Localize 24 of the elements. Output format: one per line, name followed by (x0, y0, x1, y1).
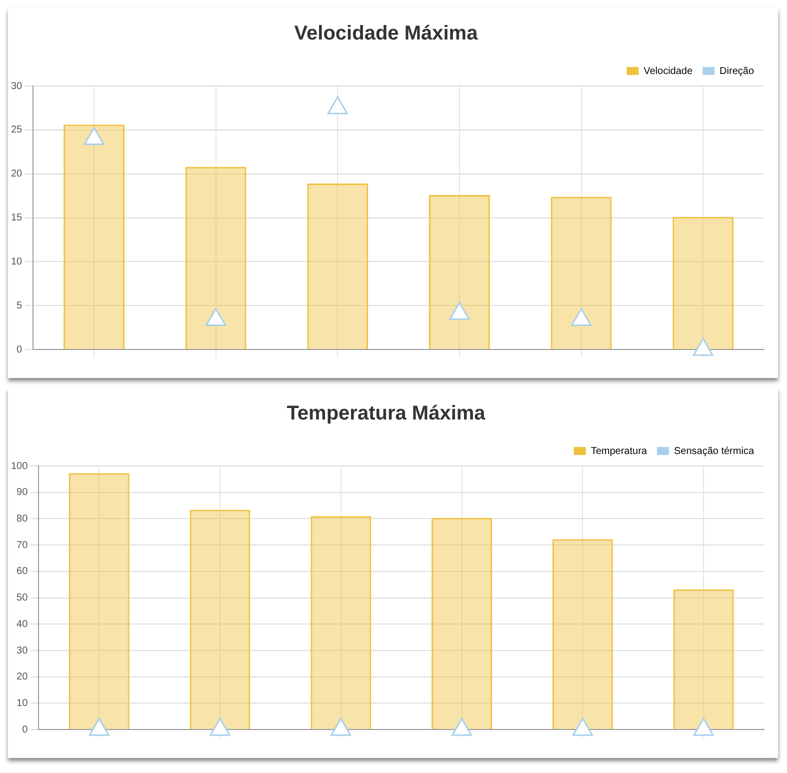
legend-label: Velocidade (644, 66, 693, 77)
y-tick-label: 40 (16, 618, 28, 630)
chart-title: Temperatura Máxima (286, 402, 486, 425)
y-tick-label: 70 (16, 540, 28, 551)
y-tick-label: 0 (22, 724, 28, 736)
y-tick-label: 20 (11, 168, 23, 180)
y-tick-label: 5 (16, 300, 23, 312)
y-tick-label: 10 (11, 256, 23, 268)
y-tick-label: 30 (11, 80, 23, 92)
legend-label: Temperatura (590, 446, 648, 457)
y-tick-label: 20 (16, 672, 28, 683)
y-tick-label: 50 (16, 592, 28, 604)
y-tick-label: 0 (16, 344, 23, 356)
legend-label: Sensação térmica (674, 446, 754, 457)
y-tick-label: 100 (10, 460, 28, 472)
y-tick-label: 80 (16, 513, 28, 524)
y-tick-label: 30 (16, 645, 28, 656)
y-tick-label: 15 (11, 212, 23, 224)
y-tick-label: 90 (16, 487, 28, 498)
y-tick-label: 25 (11, 124, 23, 136)
y-tick-label: 10 (16, 698, 28, 709)
legend-label: Direção (720, 66, 754, 77)
chart-title: Velocidade Máxima (294, 22, 479, 45)
y-tick-label: 60 (16, 566, 28, 578)
